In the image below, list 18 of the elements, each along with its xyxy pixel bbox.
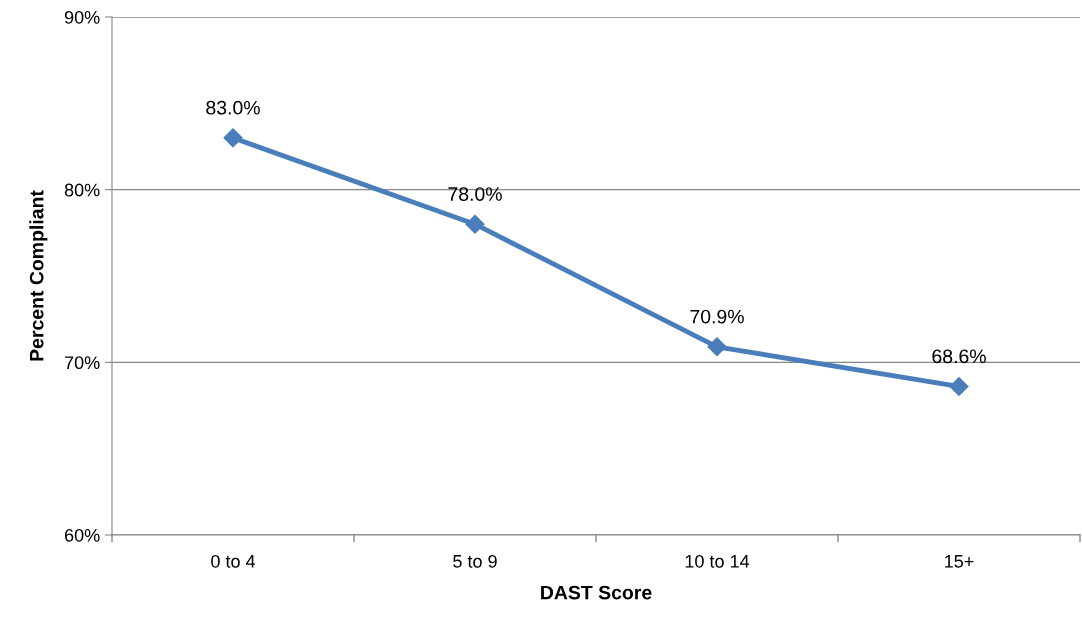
x-tick-label: 10 to 14: [685, 554, 750, 568]
x-axis-title: DAST Score: [541, 585, 652, 600]
x-tick-label: 15+: [945, 555, 974, 568]
data-label: 70.9%: [690, 309, 744, 324]
data-label: 78.0%: [448, 187, 502, 201]
point: [949, 376, 969, 397]
x-tick-label: 5 to 9: [453, 554, 497, 568]
y-tick-label: 90%: [64, 10, 100, 24]
point: [707, 337, 727, 357]
data-label: 68.6%: [932, 349, 986, 364]
y-tick-label: 70%: [64, 356, 100, 370]
point: [465, 214, 485, 234]
data-label: 83.0%: [206, 100, 260, 115]
x-tick-label: 0 to 4: [211, 554, 256, 568]
point: [223, 128, 243, 148]
y-tick-label: 60%: [64, 528, 100, 542]
y-axis-title: Percent Compliant: [29, 190, 48, 361]
y-tick-label: 80%: [64, 183, 100, 197]
